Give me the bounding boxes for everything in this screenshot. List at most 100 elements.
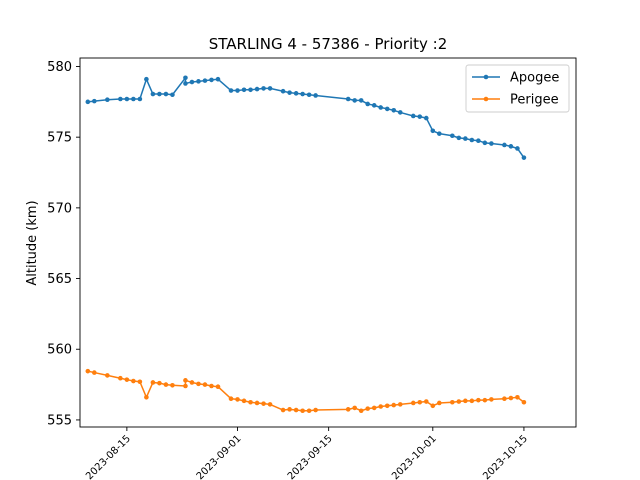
data-point-apogee [313, 93, 318, 98]
data-point-perigee [384, 403, 390, 409]
y-tick-label: 560 [47, 343, 72, 358]
chart-title: STARLING 4 - 57386 - Priority :2 [209, 35, 448, 53]
data-point-perigee [280, 407, 286, 413]
data-point-apogee [397, 110, 403, 115]
data-point-apogee [105, 97, 110, 103]
data-point-perigee [300, 408, 305, 414]
data-point-perigee [358, 408, 364, 414]
data-point-perigee [423, 399, 429, 404]
data-point-apogee [391, 108, 397, 113]
data-point-apogee [345, 96, 351, 102]
data-point-perigee [170, 382, 175, 388]
data-point-apogee [248, 87, 253, 93]
legend-marker-apogee [483, 74, 489, 80]
data-point-perigee [287, 407, 292, 412]
data-point-perigee [202, 382, 208, 387]
data-point-perigee [410, 400, 416, 406]
data-point-perigee [248, 399, 253, 405]
data-point-perigee [183, 378, 188, 383]
data-point-perigee [352, 405, 357, 411]
data-point-perigee [92, 370, 97, 375]
x-tick-label: 2023-09-15 [286, 433, 335, 480]
data-point-apogee [358, 98, 364, 103]
data-point-perigee [502, 396, 507, 402]
data-point-apogee [456, 135, 462, 141]
data-point-apogee [280, 88, 286, 94]
data-point-apogee [417, 114, 423, 119]
data-point-perigee [228, 396, 234, 402]
data-point-perigee [521, 399, 527, 405]
data-point-perigee [508, 395, 514, 401]
data-point-apogee [92, 98, 97, 104]
series-line-perigee [87, 370, 525, 412]
data-point-perigee [137, 379, 143, 385]
data-point-perigee [365, 406, 371, 411]
data-point-apogee [124, 96, 130, 102]
x-tick-label: 2023-10-15 [481, 433, 530, 480]
data-point-perigee [189, 380, 195, 385]
y-tick-label: 555 [47, 413, 72, 428]
data-point-perigee [196, 381, 201, 387]
data-point-perigee [267, 402, 273, 407]
data-point-perigee [183, 383, 188, 389]
data-point-apogee [267, 86, 273, 91]
data-point-apogee [489, 141, 494, 146]
data-point-apogee [476, 138, 481, 144]
y-tick-label: 565 [47, 272, 72, 287]
data-point-apogee [254, 86, 260, 92]
x-tick-label: 2023-10-01 [390, 433, 439, 480]
data-point-apogee [150, 91, 156, 97]
data-point-perigee [124, 377, 130, 382]
data-point-apogee [196, 79, 201, 84]
data-point-apogee [371, 103, 377, 108]
data-point-perigee [463, 398, 468, 404]
data-point-perigee [476, 397, 481, 403]
data-point-apogee [157, 91, 162, 97]
data-point-apogee [521, 155, 527, 160]
data-point-perigee [371, 405, 377, 411]
data-point-apogee [293, 91, 299, 96]
legend-marker-perigee [483, 96, 489, 102]
y-tick-label: 580 [47, 60, 72, 75]
data-point-perigee [118, 375, 123, 381]
data-point-apogee [384, 106, 390, 112]
data-point-apogee [437, 131, 442, 136]
data-point-perigee [157, 380, 162, 386]
data-point-apogee [183, 75, 188, 81]
data-point-perigee [430, 403, 436, 409]
x-tick-label: 2023-09-01 [195, 433, 244, 480]
data-point-perigee [215, 384, 221, 390]
data-point-apogee [482, 140, 488, 146]
data-point-perigee [417, 399, 423, 405]
data-point-apogee [287, 90, 292, 95]
data-point-apogee [463, 136, 468, 141]
data-point-apogee [144, 76, 149, 82]
data-point-apogee [118, 96, 123, 102]
data-point-apogee [170, 92, 175, 98]
data-point-apogee [261, 86, 266, 91]
data-point-perigee [293, 407, 299, 413]
data-point-perigee [254, 400, 260, 406]
data-point-apogee [378, 105, 384, 110]
data-point-apogee [202, 78, 208, 83]
data-point-perigee [131, 378, 136, 384]
data-point-perigee [261, 401, 266, 406]
data-point-apogee [469, 137, 475, 143]
data-point-perigee [378, 404, 384, 409]
data-point-perigee [144, 395, 149, 400]
data-point-apogee [306, 92, 312, 98]
data-point-perigee [515, 395, 520, 400]
data-point-apogee [183, 81, 188, 86]
data-point-apogee [430, 128, 436, 134]
data-point-apogee [137, 96, 143, 102]
data-point-apogee [163, 91, 169, 97]
data-point-perigee [489, 397, 494, 402]
legend-label-apogee: Apogee [510, 71, 559, 86]
data-point-apogee [131, 96, 136, 102]
data-point-apogee [423, 115, 429, 121]
data-point-apogee [209, 77, 214, 83]
series-line-apogee [87, 77, 525, 159]
data-point-perigee [150, 380, 156, 385]
y-axis-label: Altitude (km) [25, 200, 40, 285]
